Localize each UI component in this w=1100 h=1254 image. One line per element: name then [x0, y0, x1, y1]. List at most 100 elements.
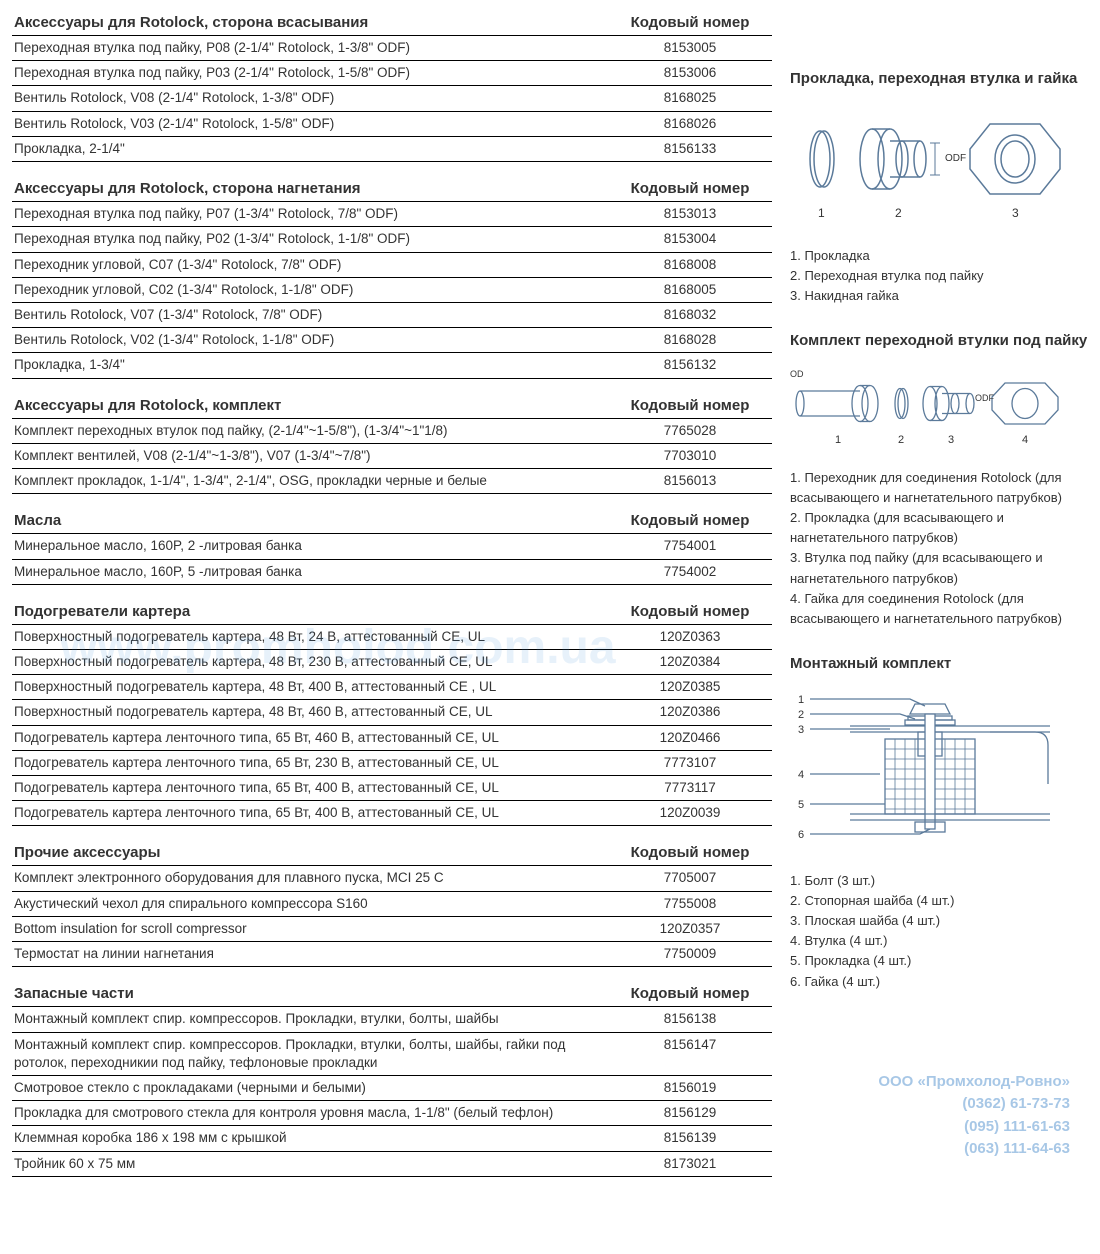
gasket-num-2: 2 [895, 206, 902, 220]
item-desc: Монтажный комплект спир. компрессоров. П… [12, 1007, 612, 1032]
item-code: 8156133 [612, 136, 772, 161]
item-code: 8168032 [612, 302, 772, 327]
data-table: Аксессуары для Rotolock, сторона всасыва… [12, 10, 772, 162]
legend-item: 3. Втулка под пайку (для всасывающего и … [790, 548, 1088, 588]
table-row: Переходная втулка под пайку, P02 (1-3/4"… [12, 227, 772, 252]
adapter-legend: 1. Переходник для соединения Rotolock (д… [790, 468, 1088, 629]
table-row: Прокладка для смотрового стекла для конт… [12, 1101, 772, 1126]
item-code: 120Z0039 [612, 801, 772, 826]
item-desc: Переходник угловой, C02 (1-3/4" Rotolock… [12, 277, 612, 302]
item-desc: Поверхностный подогреватель картера, 48 … [12, 649, 612, 674]
item-desc: Комплект электронного оборудования для п… [12, 866, 612, 891]
legend-item: 5. Прокладка (4 шт.) [790, 951, 1088, 971]
table-row: Комплект прокладок, 1-1/4", 1-3/4", 2-1/… [12, 469, 772, 494]
code-header: Кодовый номер [612, 393, 772, 419]
item-code: 7750009 [612, 942, 772, 967]
item-desc: Переходник угловой, C07 (1-3/4" Rotolock… [12, 252, 612, 277]
mount-title: Монтажный комплект [790, 655, 1088, 674]
table-title: Аксессуары для Rotolock, сторона нагнета… [12, 176, 612, 202]
item-desc: Поверхностный подогреватель картера, 48 … [12, 675, 612, 700]
item-desc: Переходная втулка под пайку, P07 (1-3/4"… [12, 202, 612, 227]
legend-item: 6. Гайка (4 шт.) [790, 972, 1088, 992]
item-desc: Клеммная коробка 186 x 198 мм с крышкой [12, 1126, 612, 1151]
item-code: 120Z0385 [612, 675, 772, 700]
legend-item: 1. Прокладка [790, 246, 1088, 266]
code-header: Кодовый номер [612, 840, 772, 866]
legend-item: 2. Стопорная шайба (4 шт.) [790, 891, 1088, 911]
adapter-title: Комплект переходной втулки под пайку [790, 332, 1088, 351]
item-code: 7754001 [612, 534, 772, 559]
gasket-diagram: ODF 1 2 3 [790, 99, 1088, 234]
item-code: 8156013 [612, 469, 772, 494]
item-desc: Комплект переходных втулок под пайку, (2… [12, 418, 612, 443]
item-code: 120Z0357 [612, 916, 772, 941]
adapter-num-2: 2 [898, 434, 904, 446]
data-table: Аксессуары для Rotolock, комплектКодовый… [12, 393, 772, 495]
table-row: Переходник угловой, C02 (1-3/4" Rotolock… [12, 277, 772, 302]
data-table: Подогреватели картераКодовый номерПоверх… [12, 599, 772, 827]
gasket-num-3: 3 [1012, 206, 1019, 220]
table-row: Комплект вентилей, V08 (2-1/4"~1-3/8"), … [12, 443, 772, 468]
table-title: Аксессуары для Rotolock, сторона всасыва… [12, 10, 612, 36]
table-title: Запасные части [12, 981, 612, 1007]
item-desc: Вентиль Rotolock, V08 (2-1/4" Rotolock, … [12, 86, 612, 111]
tables-column: Аксессуары для Rotolock, сторона всасыва… [12, 10, 772, 1191]
table-row: Поверхностный подогреватель картера, 48 … [12, 649, 772, 674]
item-desc: Поверхностный подогреватель картера, 48 … [12, 624, 612, 649]
table-row: Переходная втулка под пайку, P07 (1-3/4"… [12, 202, 772, 227]
item-desc: Акустический чехол для спирального компр… [12, 891, 612, 916]
data-table: Запасные частиКодовый номерМонтажный ком… [12, 981, 772, 1177]
mount-legend: 1. Болт (3 шт.) 2. Стопорная шайба (4 шт… [790, 871, 1088, 992]
item-desc: Переходная втулка под пайку, P02 (1-3/4"… [12, 227, 612, 252]
item-desc: Прокладка, 2-1/4" [12, 136, 612, 161]
item-code: 8168005 [612, 277, 772, 302]
mount-num-5: 5 [798, 799, 804, 811]
item-code: 7773117 [612, 776, 772, 801]
table-row: Минеральное масло, 160P, 2 -литровая бан… [12, 534, 772, 559]
item-desc: Подогреватель картера ленточного типа, 6… [12, 725, 612, 750]
table-title: Прочие аксессуары [12, 840, 612, 866]
table-title: Аксессуары для Rotolock, комплект [12, 393, 612, 419]
table-row: Вентиль Rotolock, V08 (2-1/4" Rotolock, … [12, 86, 772, 111]
legend-item: 4. Втулка (4 шт.) [790, 931, 1088, 951]
table-row: Подогреватель картера ленточного типа, 6… [12, 750, 772, 775]
item-code: 8156147 [612, 1032, 772, 1075]
table-row: Монтажный комплект спир. компрессоров. П… [12, 1007, 772, 1032]
legend-item: 2. Переходная втулка под пайку [790, 266, 1088, 286]
data-table: Аксессуары для Rotolock, сторона нагнета… [12, 176, 772, 379]
legend-item: 1. Болт (3 шт.) [790, 871, 1088, 891]
item-desc: Bottom insulation for scroll compressor [12, 916, 612, 941]
item-code: 7755008 [612, 891, 772, 916]
item-code: 8156132 [612, 353, 772, 378]
legend-item: 3. Накидная гайка [790, 286, 1088, 306]
item-code: 7705007 [612, 866, 772, 891]
table-row: Комплект электронного оборудования для п… [12, 866, 772, 891]
table-row: Клеммная коробка 186 x 198 мм с крышкой8… [12, 1126, 772, 1151]
gasket-legend: 1. Прокладка 2. Переходная втулка под па… [790, 246, 1088, 306]
adapter-num-1: 1 [835, 434, 841, 446]
odf-label: ODF [945, 153, 966, 164]
item-desc: Прокладка, 1-3/4" [12, 353, 612, 378]
table-row: Вентиль Rotolock, V03 (2-1/4" Rotolock, … [12, 111, 772, 136]
odf-label-2: ODF [975, 393, 995, 403]
table-row: Прокладка, 1-3/4"8156132 [12, 353, 772, 378]
legend-item: 3. Плоская шайба (4 шт.) [790, 911, 1088, 931]
table-row: Вентиль Rotolock, V07 (1-3/4" Rotolock, … [12, 302, 772, 327]
table-row: Переходник угловой, C07 (1-3/4" Rotolock… [12, 252, 772, 277]
adapter-num-4: 4 [1022, 434, 1028, 446]
od-label: OD [790, 369, 804, 379]
item-code: 7765028 [612, 418, 772, 443]
table-row: Поверхностный подогреватель картера, 48 … [12, 675, 772, 700]
item-code: 8156139 [612, 1126, 772, 1151]
item-code: 8156019 [612, 1076, 772, 1101]
legend-item: 2. Прокладка (для всасывающего и нагнета… [790, 508, 1088, 548]
item-code: 8153004 [612, 227, 772, 252]
table-row: Bottom insulation for scroll compressor1… [12, 916, 772, 941]
item-desc: Тройник 60 x 75 мм [12, 1151, 612, 1176]
item-code: 8156129 [612, 1101, 772, 1126]
item-desc: Подогреватель картера ленточного типа, 6… [12, 776, 612, 801]
table-row: Монтажный комплект спир. компрессоров. П… [12, 1032, 772, 1075]
item-code: 8168025 [612, 86, 772, 111]
mount-diagram: 1 2 3 4 5 6 [790, 684, 1088, 859]
mount-num-1: 1 [798, 694, 804, 706]
